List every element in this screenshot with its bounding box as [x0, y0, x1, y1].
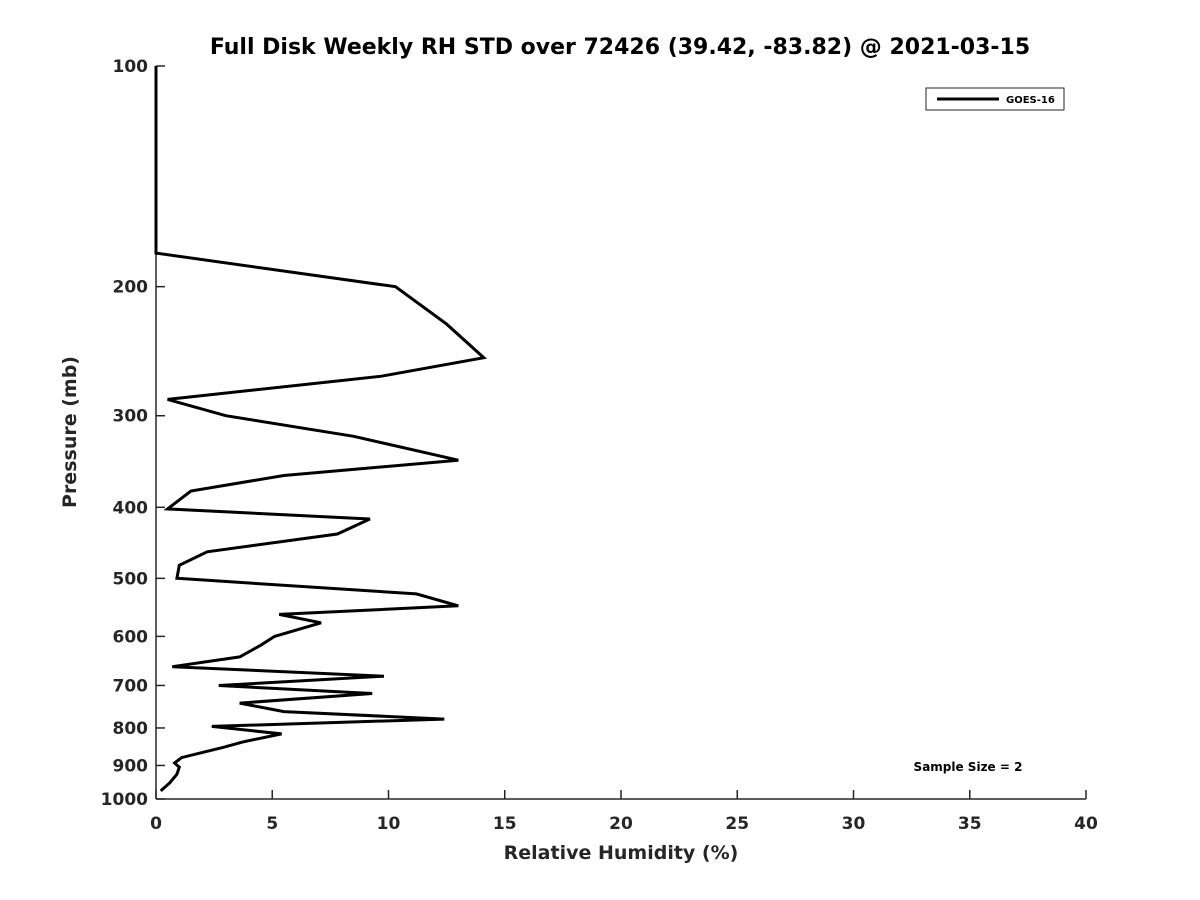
legend-label: GOES-16 — [1006, 95, 1055, 106]
x-tick-label: 30 — [842, 814, 866, 834]
x-tick-label: 10 — [377, 814, 401, 834]
chart-title: Full Disk Weekly RH STD over 72426 (39.4… — [210, 35, 1030, 60]
y-tick-label: 800 — [113, 719, 149, 739]
y-tick-label: 400 — [113, 498, 149, 518]
y-tick-label: 700 — [113, 676, 149, 696]
y-tick-label: 500 — [113, 569, 149, 589]
x-tick-label: 25 — [725, 814, 749, 834]
x-tick-label: 35 — [958, 814, 982, 834]
x-axis-label: Relative Humidity (%) — [504, 842, 739, 864]
x-tick-label: 40 — [1074, 814, 1098, 834]
series-line-goes-16 — [154, 66, 488, 793]
y-axis-label: Pressure (mb) — [59, 356, 81, 508]
y-tick-label: 300 — [113, 407, 149, 427]
x-axis: 0 5 10 15 20 25 30 35 40 — [150, 790, 1098, 834]
x-tick-label: 0 — [150, 814, 162, 834]
y-tick-label: 200 — [113, 278, 149, 298]
legend: GOES-16 — [925, 87, 1065, 111]
series-group — [154, 66, 488, 793]
sample-size-annotation: Sample Size = 2 — [914, 760, 1023, 774]
y-axis-ticks: 100 200 300 400 500 600 700 800 900 1000 — [101, 57, 165, 810]
y-tick-label: 1000 — [101, 790, 148, 810]
x-tick-label: 5 — [266, 814, 278, 834]
y-tick-label: 600 — [113, 627, 149, 647]
x-tick-label: 15 — [493, 814, 517, 834]
x-tick-label: 20 — [609, 814, 633, 834]
x-axis-ticks: 0 5 10 15 20 25 30 35 40 — [150, 790, 1098, 834]
y-tick-label: 900 — [113, 756, 149, 776]
y-tick-label: 100 — [113, 57, 149, 77]
